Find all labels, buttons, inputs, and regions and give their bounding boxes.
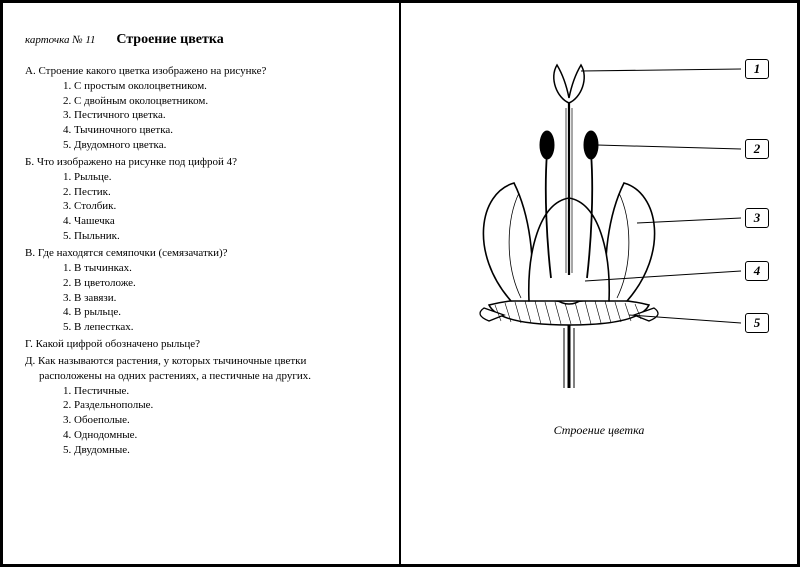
diagram-label-1: 1 [745,59,769,79]
option: 3. Обоеполые. [63,413,377,428]
diagram-label-4: 4 [745,261,769,281]
options-list: 1. Рыльце.2. Пестик.3. Столбик.4. Чашечк… [25,170,377,244]
option: 5. Двудомного цветка. [63,138,377,153]
diagram-label-5: 5 [745,313,769,333]
options-list: 1. В тычинках.2. В цветоложе.3. В завязи… [25,261,377,335]
card-header: карточка № 11 Строение цветка [25,31,377,50]
option: 3. В завязи. [63,291,377,306]
diagram-label-2: 2 [745,139,769,159]
question: В. Где находятся семяпочки (семязачатки)… [25,246,377,335]
question-text: Б. Что изображено на рисунке под цифрой … [25,155,377,170]
question: Г. Какой цифрой обозначено рыльце? [25,337,377,352]
option: 2. В цветоложе. [63,276,377,291]
option: 1. В тычинках. [63,261,377,276]
option: 5. Пыльник. [63,229,377,244]
question-text: А. Строение какого цветка изображено на … [25,64,377,79]
diagram-label-3: 3 [745,208,769,228]
question: Б. Что изображено на рисунке под цифрой … [25,155,377,244]
card-title: Строение цветка [116,31,223,50]
option: 4. Тычиночного цветка. [63,123,377,138]
questions-block: А. Строение какого цветка изображено на … [25,64,377,458]
question-text: Д. Как называются растения, у которых ты… [25,354,377,369]
option: 2. Раздельнополые. [63,398,377,413]
option: 4. Чашечка [63,214,377,229]
question-text: Г. Какой цифрой обозначено рыльце? [25,337,377,352]
question: Д. Как называются растения, у которых ты… [25,354,377,458]
option: 2. Пестик. [63,185,377,200]
flower-diagram: 1 2 3 4 5 [429,53,769,393]
option: 5. Двудомные. [63,443,377,458]
left-page: карточка № 11 Строение цветка А. Строени… [2,2,400,565]
option: 2. С двойным околоцветником. [63,94,377,109]
option: 5. В лепестках. [63,320,377,335]
flower-svg [429,53,769,393]
options-list: 1. Пестичные.2. Раздельнополые.3. Обоепо… [25,384,377,458]
option: 1. С простым околоцветником. [63,79,377,94]
diagram-caption: Строение цветка [554,423,645,438]
question: А. Строение какого цветка изображено на … [25,64,377,153]
options-list: 1. С простым околоцветником.2. С двойным… [25,79,377,153]
right-page: 1 2 3 4 5 Строение цветка [400,2,798,565]
option: 3. Столбик. [63,199,377,214]
option: 3. Пестичного цветка. [63,108,377,123]
option: 4. В рыльце. [63,305,377,320]
card-number: карточка № 11 [25,34,96,46]
option: 1. Пестичные. [63,384,377,399]
option: 4. Однодомные. [63,428,377,443]
option: 1. Рыльце. [63,170,377,185]
question-text: В. Где находятся семяпочки (семязачатки)… [25,246,377,261]
question-text-line2: расположены на одних растениях, а пестич… [25,369,377,384]
